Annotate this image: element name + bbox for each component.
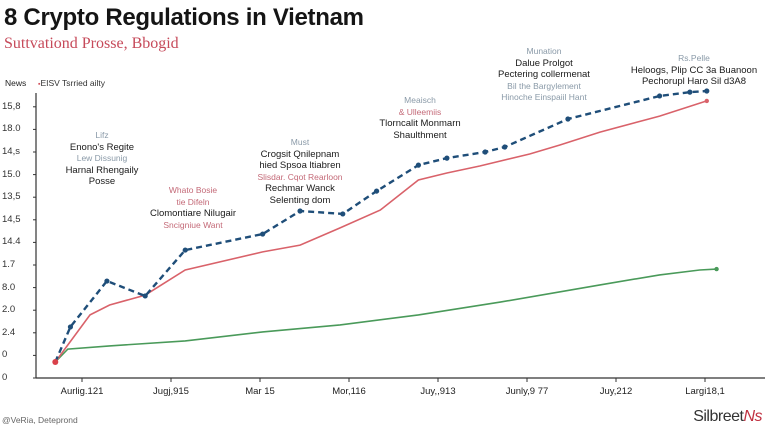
data-point bbox=[182, 247, 188, 253]
y-tick-label: 15,8 bbox=[2, 100, 21, 112]
annotation-line: tie Difeln bbox=[176, 196, 210, 207]
annotation: Must Crogsit Qnilepnam hied Spsoa ltiabren… bbox=[257, 137, 342, 206]
annotation-line: Heloogs, Plip CC 3a Buanoon bbox=[630, 64, 758, 76]
y-tick-label: 14.4 bbox=[2, 236, 21, 248]
y-tick-label: 2.0 bbox=[2, 304, 16, 316]
annotation-line: Sncigniue Want bbox=[163, 219, 223, 230]
annotation-line: Whato Bosie bbox=[168, 185, 218, 195]
annotation-line: Rechmar Wanck bbox=[265, 183, 335, 194]
x-tick-label: Junly,9 77 bbox=[505, 386, 549, 397]
data-point bbox=[704, 98, 709, 104]
y-tick-label: 18.0 bbox=[2, 123, 21, 135]
annotation-line: Posse bbox=[88, 176, 116, 187]
data-point bbox=[444, 155, 450, 161]
annotation-line: Hinoche Einspaiil Hant bbox=[501, 92, 587, 102]
legend-marker: ▪ bbox=[38, 81, 41, 88]
annotation: Rs.Pelle Heloogs, Plip CC 3a Buanoon Pecho… bbox=[631, 53, 757, 88]
news-label: News bbox=[5, 78, 27, 88]
y-tick-label: 0 bbox=[2, 349, 8, 361]
data-point bbox=[714, 266, 719, 272]
data-point bbox=[565, 116, 571, 122]
brand-logo: SilbreetNs bbox=[693, 408, 762, 426]
footer-credit: @VeRia, Deteprond bbox=[2, 415, 78, 425]
y-tick-label: 1.7 bbox=[2, 259, 16, 270]
data-point bbox=[142, 293, 148, 299]
y-tick-label: 15.0 bbox=[2, 168, 21, 180]
annotation-line: Harnal Rhengaily bbox=[65, 164, 139, 176]
annotation: Meaisch & Ulleemiis Tlorncalit Monmarn Shau… bbox=[379, 95, 460, 141]
x-tick-label: Juy,212 bbox=[599, 386, 633, 397]
data-point bbox=[704, 88, 710, 94]
data-point bbox=[104, 278, 110, 284]
annotation-line: Lifz bbox=[95, 130, 109, 140]
annotation-line: Clomontiare Nilugair bbox=[149, 208, 237, 219]
x-tick-label: Mor,116 bbox=[332, 386, 366, 397]
chart-title: 8 Crypto Regulations in Vietnam bbox=[4, 4, 364, 31]
annotation-line: Pectering collermenat bbox=[498, 69, 590, 80]
annotation-line: Bil the Bargylement bbox=[507, 80, 581, 91]
annotation-line: Lew Dissunig bbox=[76, 153, 128, 163]
y-tick-label: 8.0 bbox=[2, 281, 16, 293]
legend: ▪EISV Tsrried ailty bbox=[38, 78, 105, 88]
annotation: Lifz Enono's Regite Lew Dissunig Harnal Rhe… bbox=[66, 130, 139, 188]
y-tick-label: 2.4 bbox=[2, 326, 16, 338]
annotation-line: Must bbox=[290, 137, 310, 147]
origin-point bbox=[52, 358, 59, 365]
data-point bbox=[373, 188, 380, 194]
annotation-line: Shaulthment bbox=[393, 129, 447, 141]
legend-label: EISV Tsrried ailty bbox=[40, 78, 106, 88]
y-tick-label: 0 bbox=[2, 372, 8, 383]
x-tick-label: Jugj,915 bbox=[153, 386, 189, 397]
data-point bbox=[502, 144, 508, 150]
logo-mark: Ns bbox=[743, 408, 762, 425]
data-point bbox=[67, 324, 74, 330]
chart-subtitle: Suttvationd Prosse, Bbogid bbox=[4, 35, 179, 52]
annotation-line: Munation bbox=[526, 46, 562, 56]
series-green-line bbox=[54, 268, 717, 363]
annotation-line: Meaisch bbox=[404, 95, 436, 105]
annotation: Munation Dalue Prolgot Pectering collermen… bbox=[498, 46, 590, 104]
annotation-line: Crogsit Qnilepnam bbox=[260, 148, 340, 160]
data-point bbox=[415, 162, 422, 168]
data-point bbox=[340, 211, 346, 217]
annotation: Whato Bosie tie Difeln Clomontiare Nilugai… bbox=[150, 185, 236, 231]
annotation-line: Selenting dom bbox=[269, 194, 331, 206]
x-tick-label: Aurlig.121 bbox=[60, 386, 104, 397]
annotation-line: hied Spsoa ltiabren bbox=[259, 160, 341, 171]
data-point bbox=[687, 89, 693, 95]
logo-text: Silbreet bbox=[693, 408, 744, 425]
x-tick-label: Mar 15 bbox=[245, 386, 275, 397]
data-point bbox=[260, 231, 266, 237]
data-point bbox=[657, 93, 663, 99]
annotation-line: Dalue Prolgot bbox=[515, 57, 573, 69]
series-red-line bbox=[54, 100, 708, 363]
annotation-line: Rs.Pelle bbox=[678, 53, 710, 63]
annotation-line: Enono's Regite bbox=[69, 141, 135, 153]
x-tick-label: Largi18,1 bbox=[685, 386, 725, 397]
y-tick-label: 14,s bbox=[2, 146, 20, 157]
annotation-line: Tlorncalit Monmarn bbox=[379, 118, 461, 129]
data-point bbox=[482, 149, 488, 155]
annotation-line: Pechorupl Haro Sil d3A8 bbox=[641, 76, 747, 87]
annotation-line: & Ulleemiis bbox=[398, 106, 442, 117]
annotation-line: Slisdar. Cqot Rearloon bbox=[257, 171, 343, 182]
data-point bbox=[297, 208, 303, 214]
x-tick-label: Juy,,913 bbox=[420, 386, 456, 397]
y-tick-label: 13,5 bbox=[2, 191, 21, 203]
y-tick-label: 14,5 bbox=[2, 213, 21, 225]
